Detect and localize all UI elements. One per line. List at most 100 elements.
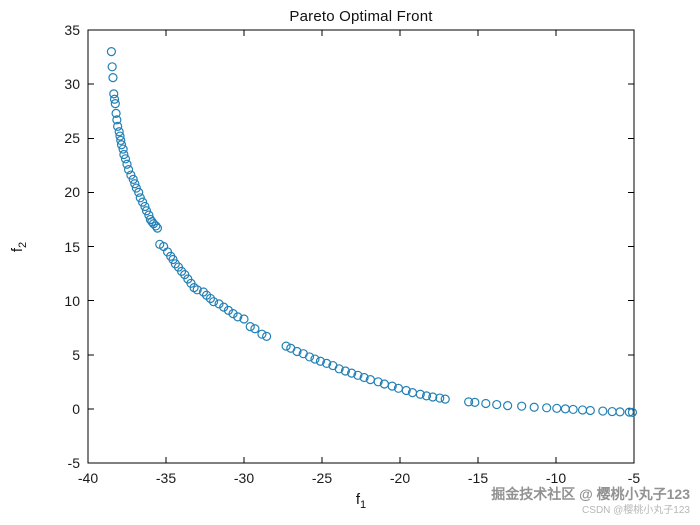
scatter-point (177, 266, 187, 276)
scatter-point (257, 329, 267, 339)
y-axis-label: f2 (9, 242, 29, 252)
scatter-point (624, 407, 634, 417)
scatter-point (552, 403, 562, 413)
scatter-point (113, 121, 123, 131)
scatter-point (292, 346, 302, 357)
scatter-point (615, 407, 625, 417)
scatter-point (152, 223, 163, 233)
y-tick-label: 5 (72, 346, 80, 363)
scatter-point (481, 398, 491, 409)
scatter-point (598, 406, 608, 416)
scatter-point (126, 170, 136, 180)
scatter-point (107, 62, 117, 72)
scatter-point (470, 397, 480, 407)
scatter-point (151, 221, 161, 231)
scatter-point (109, 94, 120, 104)
scatter-point (120, 154, 131, 164)
scatter-point (116, 140, 127, 150)
scatter-point (503, 401, 513, 411)
scatter-point (585, 405, 595, 416)
x-tick-label: -30 (233, 470, 255, 486)
scatter-point (542, 403, 552, 413)
y-tick-label: 30 (64, 76, 80, 93)
scatter-point (529, 402, 539, 412)
scatter-point (130, 179, 140, 189)
scatter-point (322, 358, 332, 369)
scatter-point (128, 174, 138, 184)
x-axis-label: f1 (88, 491, 634, 511)
scatter-point (114, 127, 124, 137)
scatter-point (219, 302, 229, 312)
watermark: 掘金技术社区 @ 樱桃小丸子123 CSDN @樱桃小丸子123 (491, 486, 690, 517)
scatter-point (440, 394, 450, 404)
scatter-point (239, 314, 249, 324)
scatter-point (233, 312, 243, 322)
x-tick-label: -20 (389, 470, 411, 486)
scatter-point (214, 299, 224, 309)
scatter-point (281, 341, 291, 351)
scatter-point (135, 193, 145, 203)
x-tick-label: -25 (311, 470, 333, 486)
scatter-point (492, 399, 502, 410)
scatter-point (359, 372, 369, 383)
x-tick-label: -35 (155, 470, 177, 486)
x-tick-label: -15 (467, 470, 489, 486)
scatter-point (568, 404, 578, 415)
y-tick-label: -5 (67, 455, 80, 471)
scatter-point (310, 354, 320, 364)
y-tick-label: 15 (64, 238, 80, 255)
y-axis-label-base: f (9, 247, 27, 253)
scatter-point (607, 406, 617, 417)
scatter-point (245, 322, 255, 332)
scatter-point (315, 356, 326, 366)
y-tick-label: 35 (64, 22, 80, 38)
scatter-point (401, 385, 411, 396)
scatter-point (134, 187, 144, 197)
scatter-point (304, 352, 315, 362)
scatter-point (421, 391, 432, 401)
scatter-point (123, 165, 134, 175)
scatter-point (112, 115, 122, 125)
scatter-point (435, 393, 445, 403)
scatter-point (428, 392, 438, 402)
scatter-point (170, 259, 180, 269)
y-tick-label: 10 (64, 292, 80, 309)
x-tick-label: -5 (627, 470, 641, 486)
y-axis-label-subscript: 2 (17, 241, 30, 248)
x-axis-label-subscript: 1 (360, 499, 367, 511)
scatter-point (109, 89, 119, 99)
watermark-csdn-text: CSDN @樱桃小丸子123 (582, 504, 690, 516)
scatter-point (116, 135, 126, 146)
scatter-point (627, 407, 638, 417)
scatter-point (122, 159, 132, 169)
x-axis-label-base: f (355, 491, 361, 508)
scatter-point (340, 366, 350, 376)
scatter-point (138, 197, 148, 207)
scatter-point (111, 108, 121, 118)
scatter-point (168, 254, 178, 265)
scatter-point (108, 73, 118, 83)
x-tick-label: -10 (545, 470, 567, 486)
scatter-point (223, 305, 233, 315)
scatter-point (118, 144, 128, 154)
scatter-point (517, 401, 527, 411)
y-tick-label: 20 (64, 184, 80, 201)
axes-box (87, 29, 635, 464)
scatter-point (140, 201, 150, 212)
scatter-point (208, 297, 219, 307)
scatter-point (560, 404, 570, 414)
scatter-point (205, 293, 216, 304)
scatter-point (131, 183, 141, 193)
scatter-point (119, 149, 129, 160)
chart-title: Pareto Optimal Front (289, 8, 433, 25)
scatter-point (415, 389, 425, 399)
scatter-point (106, 47, 117, 57)
scatter-point (353, 370, 363, 380)
scatter-point (334, 364, 344, 374)
y-tick-label: 0 (72, 400, 80, 417)
scatter-point (347, 368, 357, 378)
scatter-point (198, 287, 209, 297)
scatter-point (373, 377, 383, 387)
